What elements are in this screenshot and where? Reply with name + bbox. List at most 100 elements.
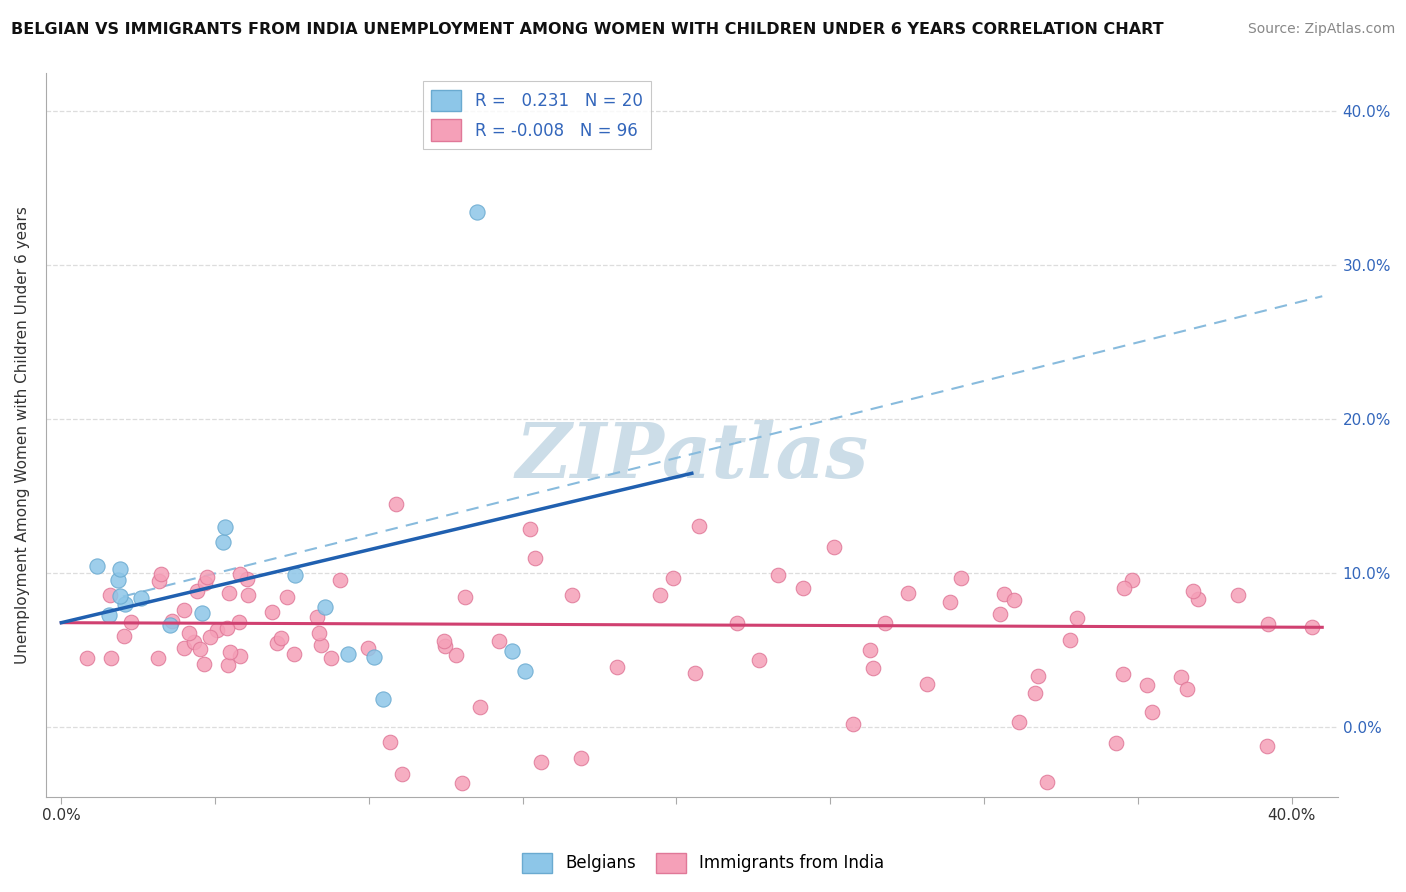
Immigrants from India bbox=[148, 651, 170, 665]
Immigrants from India bbox=[217, 658, 239, 673]
Immigrants from India bbox=[1008, 715, 1031, 730]
Belgians bbox=[107, 574, 129, 588]
Immigrants from India bbox=[662, 571, 685, 585]
Immigrants from India bbox=[433, 634, 456, 648]
Belgians bbox=[337, 647, 360, 661]
Immigrants from India bbox=[173, 603, 195, 617]
Immigrants from India bbox=[524, 551, 547, 566]
Immigrants from India bbox=[915, 677, 938, 691]
Belgians bbox=[513, 665, 536, 679]
Immigrants from India bbox=[308, 626, 330, 640]
Belgians bbox=[97, 607, 120, 622]
Immigrants from India bbox=[378, 735, 401, 749]
Immigrants from India bbox=[1059, 632, 1081, 647]
Immigrants from India bbox=[193, 657, 215, 672]
Belgians bbox=[159, 618, 181, 632]
Legend: R =   0.231   N = 20, R = -0.008   N = 96: R = 0.231 N = 20, R = -0.008 N = 96 bbox=[423, 81, 651, 149]
Immigrants from India bbox=[444, 648, 467, 662]
Immigrants from India bbox=[218, 585, 240, 599]
Immigrants from India bbox=[319, 650, 342, 665]
Immigrants from India bbox=[385, 497, 408, 511]
Immigrants from India bbox=[1112, 667, 1135, 681]
Immigrants from India bbox=[207, 623, 229, 637]
Immigrants from India bbox=[842, 716, 865, 731]
Immigrants from India bbox=[236, 588, 259, 602]
Immigrants from India bbox=[648, 588, 671, 602]
Text: ZIPatlas: ZIPatlas bbox=[515, 419, 869, 493]
Immigrants from India bbox=[219, 645, 242, 659]
Belgians bbox=[86, 558, 108, 573]
Immigrants from India bbox=[1036, 774, 1059, 789]
Immigrants from India bbox=[229, 566, 252, 581]
Immigrants from India bbox=[993, 587, 1015, 601]
Immigrants from India bbox=[120, 615, 142, 630]
Immigrants from India bbox=[859, 642, 882, 657]
Immigrants from India bbox=[792, 581, 814, 595]
Immigrants from India bbox=[688, 519, 710, 533]
Immigrants from India bbox=[283, 647, 305, 661]
Immigrants from India bbox=[1002, 592, 1025, 607]
Immigrants from India bbox=[1136, 678, 1159, 692]
Immigrants from India bbox=[823, 541, 845, 555]
Immigrants from India bbox=[1066, 611, 1088, 625]
Immigrants from India bbox=[76, 651, 98, 665]
Immigrants from India bbox=[194, 576, 217, 591]
Belgians bbox=[373, 692, 395, 706]
Immigrants from India bbox=[990, 607, 1012, 621]
Immigrants from India bbox=[112, 629, 135, 643]
Immigrants from India bbox=[569, 751, 592, 765]
Belgians bbox=[284, 568, 307, 582]
Immigrants from India bbox=[150, 566, 173, 581]
Immigrants from India bbox=[488, 633, 510, 648]
Belgians bbox=[214, 520, 236, 534]
Immigrants from India bbox=[450, 776, 472, 790]
Immigrants from India bbox=[1142, 705, 1164, 719]
Immigrants from India bbox=[433, 640, 456, 654]
Immigrants from India bbox=[897, 586, 920, 600]
Immigrants from India bbox=[725, 616, 748, 631]
Immigrants from India bbox=[519, 521, 541, 535]
Immigrants from India bbox=[873, 615, 896, 630]
Immigrants from India bbox=[862, 661, 884, 675]
Immigrants from India bbox=[468, 700, 491, 714]
Immigrants from India bbox=[236, 572, 259, 586]
Immigrants from India bbox=[939, 595, 962, 609]
Immigrants from India bbox=[100, 651, 122, 665]
Immigrants from India bbox=[1024, 686, 1046, 700]
Immigrants from India bbox=[188, 641, 211, 656]
Immigrants from India bbox=[228, 615, 250, 629]
Immigrants from India bbox=[186, 584, 208, 599]
Immigrants from India bbox=[270, 632, 292, 646]
Immigrants from India bbox=[1175, 681, 1198, 696]
Immigrants from India bbox=[1301, 620, 1323, 634]
Immigrants from India bbox=[177, 625, 200, 640]
Belgians bbox=[363, 650, 385, 665]
Immigrants from India bbox=[98, 588, 121, 602]
Immigrants from India bbox=[266, 636, 288, 650]
Legend: Belgians, Immigrants from India: Belgians, Immigrants from India bbox=[515, 847, 891, 880]
Immigrants from India bbox=[195, 570, 218, 584]
Immigrants from India bbox=[1181, 584, 1204, 599]
Belgians bbox=[501, 643, 523, 657]
Immigrants from India bbox=[748, 653, 770, 667]
Immigrants from India bbox=[215, 621, 238, 635]
Immigrants from India bbox=[1187, 591, 1209, 606]
Immigrants from India bbox=[561, 588, 583, 602]
Immigrants from India bbox=[1026, 669, 1049, 683]
Immigrants from India bbox=[1105, 736, 1128, 750]
Immigrants from India bbox=[1170, 669, 1192, 683]
Immigrants from India bbox=[1257, 617, 1279, 632]
Belgians bbox=[114, 598, 136, 612]
Immigrants from India bbox=[1227, 588, 1250, 602]
Belgians bbox=[314, 599, 336, 614]
Immigrants from India bbox=[173, 641, 195, 656]
Belgians bbox=[465, 204, 488, 219]
Immigrants from India bbox=[1256, 739, 1278, 753]
Immigrants from India bbox=[357, 640, 380, 655]
Y-axis label: Unemployment Among Women with Children Under 6 years: Unemployment Among Women with Children U… bbox=[15, 206, 30, 664]
Belgians bbox=[110, 589, 132, 603]
Immigrants from India bbox=[198, 630, 221, 644]
Belgians bbox=[108, 562, 131, 576]
Immigrants from India bbox=[262, 605, 284, 619]
Belgians bbox=[211, 535, 233, 549]
